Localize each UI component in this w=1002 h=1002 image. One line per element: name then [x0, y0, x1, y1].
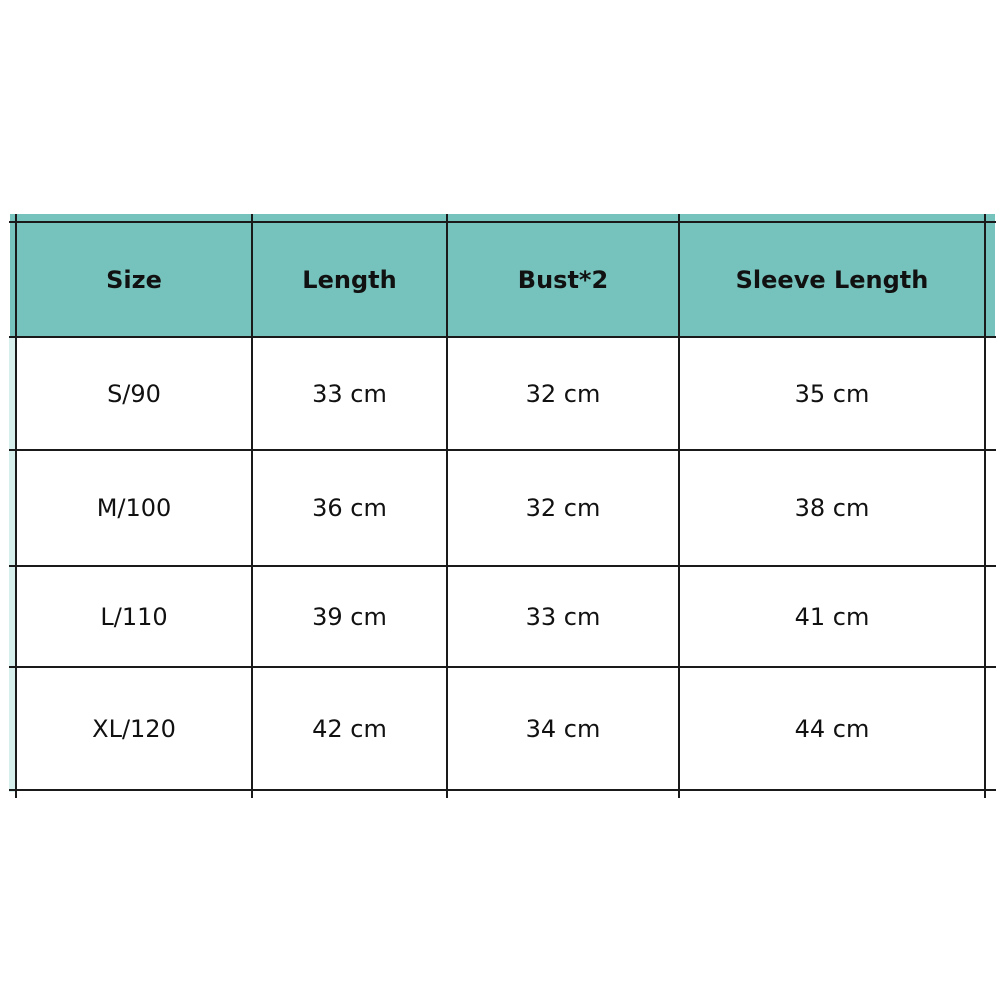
- table-cell: 32 cm: [525, 379, 601, 408]
- table-cell: 36 cm: [312, 494, 387, 522]
- row-divider: [9, 565, 996, 567]
- table-cell: 42 cm: [312, 714, 387, 743]
- row-divider: [9, 449, 996, 451]
- table-cell: 35 cm: [794, 379, 870, 408]
- row-divider: [9, 789, 996, 791]
- table-cell: M/100: [96, 494, 172, 522]
- column-header: Size: [106, 265, 162, 294]
- row-divider: [9, 666, 996, 668]
- table-cell: 33 cm: [312, 379, 387, 408]
- table-cell: L/110: [100, 602, 168, 631]
- column-divider: [251, 214, 253, 798]
- table-cell: 39 cm: [312, 602, 387, 631]
- column-divider: [15, 214, 17, 798]
- left-edge-strip: [9, 337, 16, 792]
- row-divider: [9, 336, 996, 338]
- column-header: Sleeve Length: [735, 265, 929, 294]
- table-cell: 41 cm: [794, 602, 870, 631]
- column-divider: [446, 214, 448, 798]
- table-cell: 38 cm: [794, 494, 870, 522]
- table-cell: 44 cm: [794, 714, 870, 743]
- table-cell: XL/120: [92, 714, 176, 743]
- header-background: [10, 214, 995, 337]
- table-cell: 32 cm: [525, 494, 601, 522]
- column-header: Length: [302, 265, 397, 294]
- column-header: Bust*2: [517, 265, 609, 294]
- table-cell: 33 cm: [525, 602, 601, 631]
- column-divider: [984, 214, 986, 798]
- column-divider: [678, 214, 680, 798]
- table-cell: S/90: [107, 379, 161, 408]
- row-divider: [9, 221, 996, 223]
- table-cell: 34 cm: [525, 714, 601, 743]
